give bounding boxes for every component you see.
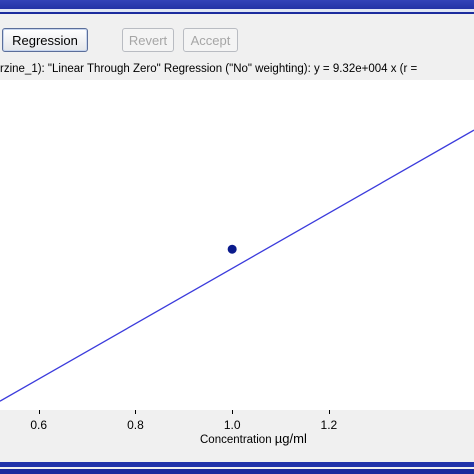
x-tick-label: 1.0	[223, 418, 241, 432]
x-tick-mark	[232, 410, 234, 414]
window-frame-bottom	[0, 462, 474, 467]
accept-button[interactable]: Accept	[183, 28, 238, 52]
toolbar: Regression Revert Accept	[0, 20, 474, 60]
x-tick-label: 1.2	[320, 418, 338, 432]
x-tick-label: 0.8	[127, 418, 144, 432]
window-frame-highlight	[0, 9, 474, 12]
x-axis: 0.6 0.8 1.0 1.2	[0, 410, 474, 460]
x-tick-mark	[135, 410, 137, 414]
data-point[interactable]	[227, 244, 237, 254]
x-tick-label: 0.6	[30, 418, 48, 432]
calibration-plot[interactable]	[0, 80, 474, 410]
x-axis-title-text: Concentration	[200, 434, 275, 446]
x-axis-title: Concentration µg/ml	[200, 431, 307, 446]
regression-button[interactable]: Regression	[2, 28, 88, 52]
plot-svg	[0, 129, 474, 402]
x-axis-unit: µg/ml	[274, 431, 307, 446]
regression-equation-text: rzine_1): "Linear Through Zero" Regressi…	[0, 63, 418, 75]
window-frame-bottom-outer	[0, 469, 474, 474]
x-tick-mark	[38, 410, 40, 414]
regression-line	[0, 129, 474, 402]
revert-button[interactable]: Revert	[122, 28, 174, 52]
x-tick-mark	[328, 410, 330, 414]
